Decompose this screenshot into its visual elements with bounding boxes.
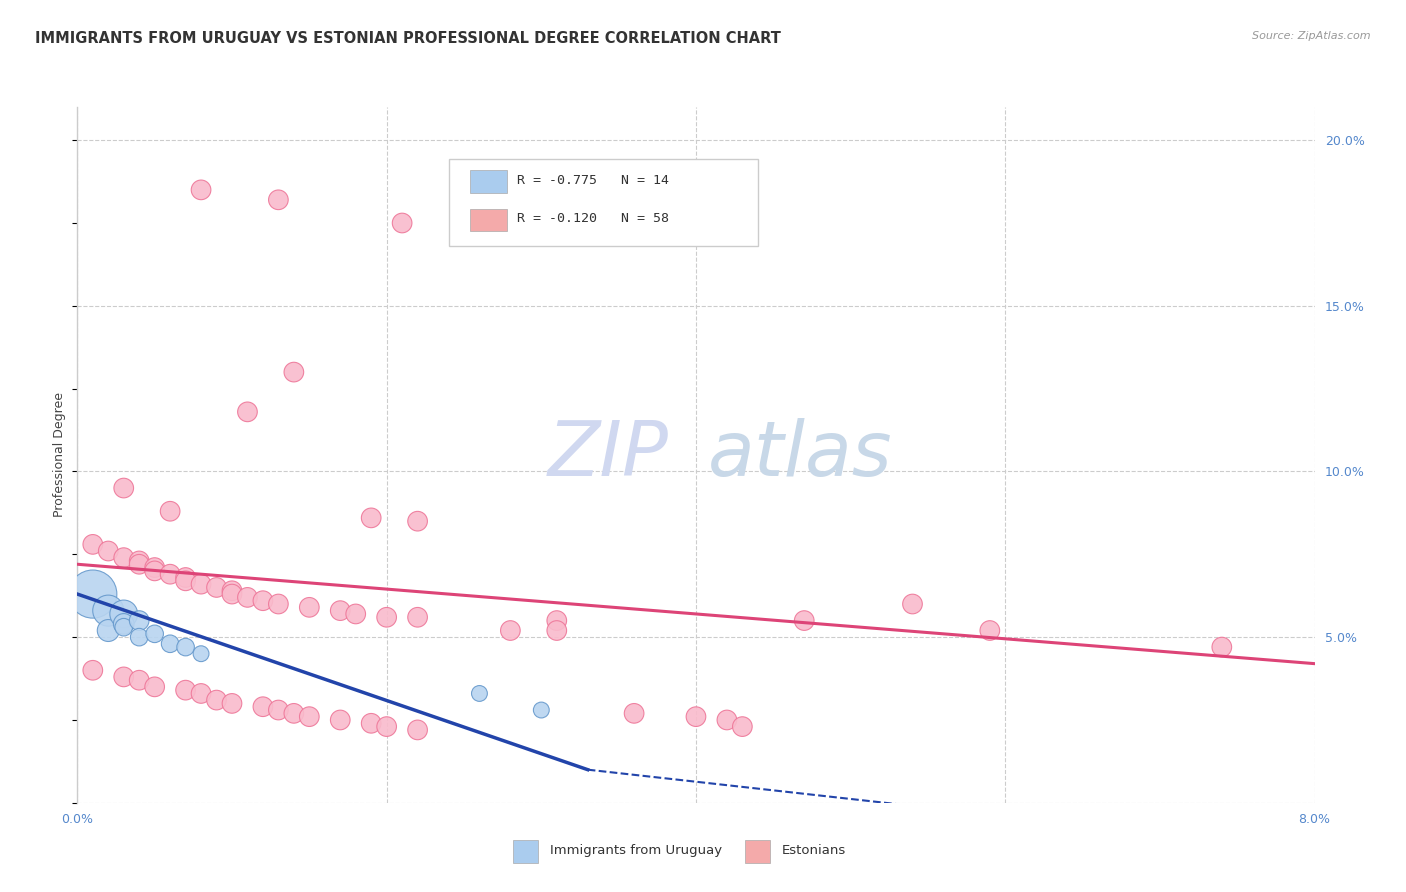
- Point: [221, 583, 243, 598]
- Point: [82, 663, 104, 677]
- Point: [128, 630, 150, 644]
- Point: [190, 577, 212, 591]
- Y-axis label: Professional Degree: Professional Degree: [52, 392, 66, 517]
- Point: [360, 511, 382, 525]
- Point: [128, 554, 150, 568]
- Point: [143, 627, 166, 641]
- Point: [731, 720, 754, 734]
- Point: [82, 587, 104, 601]
- Point: [530, 703, 553, 717]
- Point: [190, 183, 212, 197]
- Point: [159, 504, 181, 518]
- Point: [97, 544, 120, 558]
- Point: [546, 614, 568, 628]
- Point: [174, 683, 197, 698]
- Point: [112, 481, 135, 495]
- Point: [1211, 640, 1233, 654]
- Point: [112, 607, 135, 621]
- Point: [221, 697, 243, 711]
- Point: [112, 616, 135, 631]
- Point: [128, 558, 150, 572]
- Point: [979, 624, 1001, 638]
- Point: [143, 680, 166, 694]
- Point: [344, 607, 367, 621]
- Point: [329, 713, 352, 727]
- Point: [298, 600, 321, 615]
- Point: [174, 570, 197, 584]
- Point: [143, 564, 166, 578]
- Point: [267, 193, 290, 207]
- Point: [128, 673, 150, 688]
- Point: [329, 604, 352, 618]
- Point: [391, 216, 413, 230]
- Point: [267, 703, 290, 717]
- Point: [468, 686, 491, 700]
- Point: [685, 709, 707, 723]
- Point: [236, 405, 259, 419]
- Point: [205, 693, 228, 707]
- Text: Source: ZipAtlas.com: Source: ZipAtlas.com: [1253, 31, 1371, 41]
- FancyBboxPatch shape: [470, 170, 506, 193]
- Text: Immigrants from Uruguay: Immigrants from Uruguay: [550, 845, 721, 857]
- Text: ZIP: ZIP: [547, 418, 668, 491]
- Point: [159, 567, 181, 582]
- Text: R = -0.120   N = 58: R = -0.120 N = 58: [516, 212, 669, 225]
- Point: [283, 365, 305, 379]
- FancyBboxPatch shape: [449, 159, 758, 246]
- Point: [406, 723, 429, 737]
- Point: [97, 624, 120, 638]
- Text: R = -0.775   N = 14: R = -0.775 N = 14: [516, 174, 669, 186]
- Point: [267, 597, 290, 611]
- Point: [252, 699, 274, 714]
- Point: [252, 593, 274, 607]
- Point: [128, 614, 150, 628]
- Point: [623, 706, 645, 721]
- Text: atlas: atlas: [709, 418, 893, 491]
- Point: [406, 514, 429, 528]
- FancyBboxPatch shape: [470, 209, 506, 231]
- Point: [174, 574, 197, 588]
- Text: IMMIGRANTS FROM URUGUAY VS ESTONIAN PROFESSIONAL DEGREE CORRELATION CHART: IMMIGRANTS FROM URUGUAY VS ESTONIAN PROF…: [35, 31, 780, 46]
- Point: [205, 581, 228, 595]
- Point: [112, 550, 135, 565]
- Point: [190, 647, 212, 661]
- Point: [375, 610, 398, 624]
- Point: [221, 587, 243, 601]
- Point: [298, 709, 321, 723]
- Point: [406, 610, 429, 624]
- Point: [97, 604, 120, 618]
- Point: [716, 713, 738, 727]
- Point: [283, 706, 305, 721]
- Point: [793, 614, 815, 628]
- Text: Estonians: Estonians: [782, 845, 846, 857]
- Point: [375, 720, 398, 734]
- Point: [143, 560, 166, 574]
- Point: [546, 624, 568, 638]
- Point: [112, 620, 135, 634]
- Point: [901, 597, 924, 611]
- Point: [190, 686, 212, 700]
- Point: [112, 670, 135, 684]
- Point: [236, 591, 259, 605]
- Point: [82, 537, 104, 551]
- Point: [174, 640, 197, 654]
- Point: [159, 637, 181, 651]
- Point: [499, 624, 522, 638]
- Point: [360, 716, 382, 731]
